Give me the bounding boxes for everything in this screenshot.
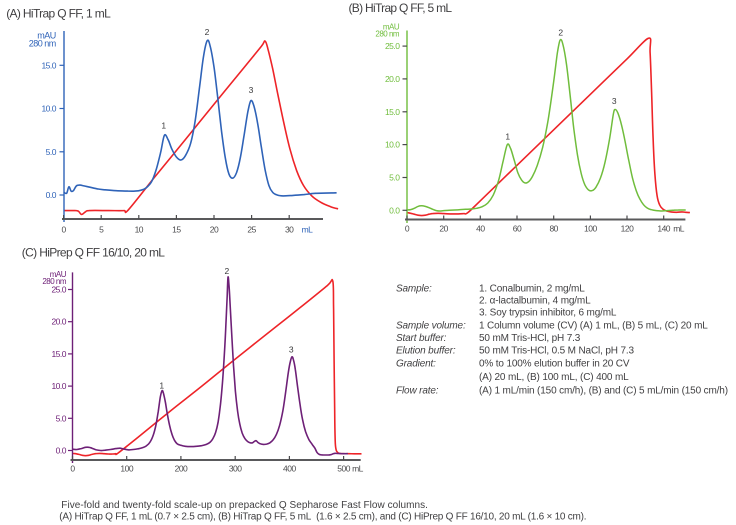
- svg-text:20.0: 20.0: [51, 317, 66, 327]
- svg-text:100: 100: [120, 463, 133, 473]
- svg-text:(C) HiPrep Q FF 16/10, 20 mL: (C) HiPrep Q FF 16/10, 20 mL: [22, 245, 165, 259]
- svg-text:0: 0: [70, 463, 75, 473]
- svg-text:15.0: 15.0: [41, 60, 56, 70]
- svg-text:Gradient:: Gradient:: [396, 358, 436, 369]
- svg-text:15.0: 15.0: [385, 107, 400, 117]
- svg-text:0% to 100% elution buffer in 2: 0% to 100% elution buffer in 20 CV: [479, 358, 630, 369]
- svg-text:mL: mL: [673, 224, 685, 234]
- svg-text:100: 100: [584, 224, 597, 234]
- svg-text:1: 1: [159, 381, 164, 391]
- svg-text:(A) HiTrap Q FF, 1 mL: (A) HiTrap Q FF, 1 mL: [6, 7, 111, 21]
- svg-text:1 Column volume (CV) (A) 1 mL,: 1 Column volume (CV) (A) 1 mL, (B) 5 mL,…: [479, 320, 708, 331]
- svg-text:2: 2: [205, 27, 210, 37]
- svg-text:0.0: 0.0: [56, 446, 67, 456]
- svg-text:(A) 1 mL/min (150 cm/h), (B) a: (A) 1 mL/min (150 cm/h), (B) and (C) 5 m…: [479, 385, 728, 396]
- svg-text:2: 2: [224, 266, 229, 276]
- svg-text:3: 3: [249, 85, 254, 95]
- svg-text:200: 200: [175, 463, 188, 473]
- svg-text:300: 300: [229, 463, 242, 473]
- svg-text:5.0: 5.0: [389, 172, 400, 182]
- svg-text:20.0: 20.0: [385, 74, 400, 84]
- svg-text:(B) HiTrap Q FF, 5 mL: (B) HiTrap Q FF, 5 mL: [349, 1, 453, 15]
- svg-text:5.0: 5.0: [56, 413, 67, 423]
- svg-text:3. Soy trypsin inhibitor, 6 mg: 3. Soy trypsin inhibitor, 6 mg/mL: [479, 307, 617, 318]
- svg-text:0.0: 0.0: [46, 190, 57, 200]
- svg-text:Sample:: Sample:: [396, 284, 432, 295]
- svg-text:5: 5: [99, 224, 104, 234]
- svg-text:140: 140: [657, 224, 670, 234]
- svg-text:280 nm: 280 nm: [375, 29, 400, 38]
- svg-text:2. α-lactalbumin, 4 mg/mL: 2. α-lactalbumin, 4 mg/mL: [479, 296, 591, 307]
- svg-text:280 nm: 280 nm: [29, 39, 56, 49]
- svg-text:10: 10: [135, 224, 144, 234]
- svg-text:80: 80: [549, 224, 558, 234]
- svg-text:0.0: 0.0: [389, 205, 400, 215]
- svg-text:mL: mL: [352, 463, 364, 473]
- svg-text:Sample volume:: Sample volume:: [396, 320, 466, 331]
- svg-text:Flow rate:: Flow rate:: [396, 385, 439, 396]
- svg-text:40: 40: [476, 224, 485, 234]
- svg-text:500: 500: [337, 463, 350, 473]
- svg-text:(A) 20 mL, (B) 100 mL, (C) 400: (A) 20 mL, (B) 100 mL, (C) 400 mL: [479, 372, 629, 383]
- svg-text:20: 20: [439, 224, 448, 234]
- svg-text:50 mM Tris-HCl, 0.5 M NaCl, pH: 50 mM Tris-HCl, 0.5 M NaCl, pH 7.3: [479, 346, 635, 357]
- svg-text:1: 1: [505, 132, 510, 142]
- svg-text:Elution buffer:: Elution buffer:: [396, 346, 456, 357]
- svg-text:15.0: 15.0: [51, 349, 66, 359]
- svg-text:120: 120: [621, 224, 634, 234]
- svg-text:400: 400: [283, 463, 296, 473]
- svg-text:15: 15: [172, 224, 181, 234]
- svg-text:20: 20: [210, 224, 219, 234]
- svg-text:10.0: 10.0: [51, 381, 66, 391]
- svg-text:1: 1: [161, 121, 166, 131]
- svg-text:3: 3: [612, 96, 617, 106]
- svg-text:10.0: 10.0: [385, 140, 400, 150]
- svg-text:mAU: mAU: [50, 270, 67, 279]
- svg-text:2: 2: [558, 28, 563, 38]
- svg-text:mL: mL: [302, 224, 314, 234]
- svg-text:10.0: 10.0: [41, 104, 56, 114]
- svg-text:5.0: 5.0: [46, 147, 57, 157]
- svg-text:Start buffer:: Start buffer:: [396, 333, 447, 344]
- svg-text:1. Conalbumin, 2 mg/mL: 1. Conalbumin, 2 mg/mL: [479, 284, 585, 295]
- svg-text:60: 60: [513, 224, 522, 234]
- svg-text:25.0: 25.0: [51, 285, 66, 295]
- svg-text:280 nm: 280 nm: [42, 277, 67, 286]
- svg-text:25: 25: [247, 224, 256, 234]
- svg-text:50 mM Tris-HCl, pH 7.3: 50 mM Tris-HCl, pH 7.3: [479, 333, 581, 344]
- svg-text:3: 3: [289, 345, 294, 355]
- svg-text:mAU: mAU: [37, 31, 56, 41]
- svg-text:0: 0: [61, 224, 66, 234]
- svg-text:mAU: mAU: [383, 23, 400, 32]
- svg-text:Five-fold and twenty-fold scal: Five-fold and twenty-fold scale-up on pr…: [61, 500, 428, 511]
- svg-text:25.0: 25.0: [385, 41, 400, 51]
- svg-text:(A) HiTrap Q FF, 1 mL (0.7 × 2: (A) HiTrap Q FF, 1 mL (0.7 × 2.5 cm), (B…: [59, 512, 586, 523]
- svg-text:30: 30: [285, 224, 294, 234]
- svg-text:0: 0: [405, 224, 410, 234]
